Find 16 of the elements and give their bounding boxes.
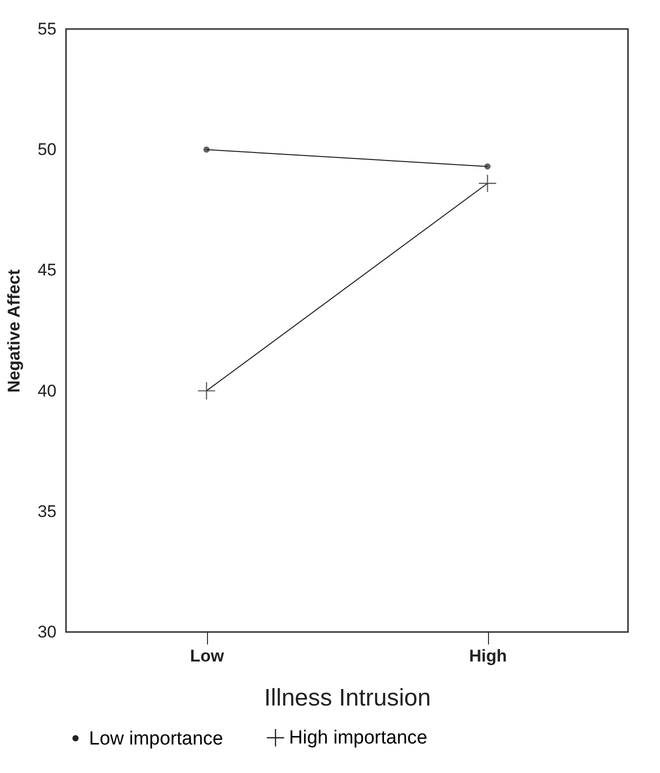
legend-label: High importance bbox=[289, 728, 428, 749]
y-tick-label: 30 bbox=[38, 622, 56, 642]
y-tick-label: 55 bbox=[38, 20, 56, 38]
y-axis-title: Negative Affect bbox=[4, 269, 24, 393]
y-tick-label: 35 bbox=[38, 502, 56, 521]
point bbox=[203, 146, 210, 153]
x-tick-label: Low bbox=[190, 646, 225, 666]
y-tick-label: 45 bbox=[38, 260, 56, 280]
x-axis-title: Illness Intrusion bbox=[264, 684, 431, 712]
x-tick-label: High bbox=[469, 646, 507, 666]
y-tick-label: 50 bbox=[38, 140, 56, 160]
point bbox=[478, 174, 497, 193]
legend-label: Low importance bbox=[89, 728, 224, 750]
point bbox=[197, 382, 216, 400]
point bbox=[484, 163, 491, 170]
y-tick-label: 40 bbox=[38, 381, 56, 400]
